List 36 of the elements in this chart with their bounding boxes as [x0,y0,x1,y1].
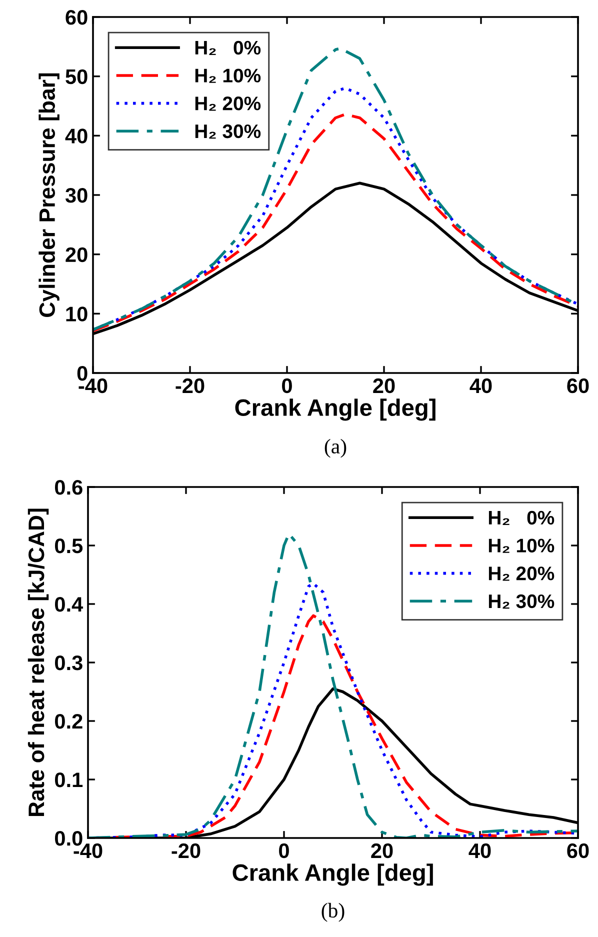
x-axis-title: Crank Angle [deg] [232,864,433,886]
x-tick-label: 60 [567,843,589,858]
y-tick-label: 0.3 [55,656,82,670]
y-tick-label: 50 [66,69,88,84]
y-tick-label: 20 [66,247,88,262]
x-tick-label: -20 [176,378,204,394]
x-tick-label: -20 [172,843,200,858]
y-tick-label: 60 [66,10,88,25]
legend-label: H₂ 0% [488,510,554,526]
y-tick-label: 0.1 [55,772,83,788]
y-tick-label: 0.2 [55,714,82,729]
x-tick-label: 20 [373,378,395,394]
text: (b) [322,902,344,922]
legend-label: H₂ 0% [195,40,261,56]
text: (a) [324,438,346,458]
legend-label: H₂ 30% [488,594,554,609]
y-tick-label: 10 [66,306,88,322]
y-tick-label: 0.4 [55,597,84,612]
x-tick-label: 0 [282,378,292,394]
x-tick-label: 40 [468,843,491,858]
legend-label: H₂ 10% [195,68,261,83]
y-axis-title: Cylinder Pressure [bar] [38,73,60,317]
y-tick-label: 30 [65,188,88,203]
x-axis-title: Crank Angle [deg] [235,398,436,421]
x-tick-label: 20 [371,843,393,858]
legend-label: H₂ 20% [488,566,554,581]
y-tick-label: 0.5 [55,538,83,554]
x-tick-label: 0 [279,843,289,858]
x-tick-label: 60 [567,378,589,394]
y-tick-label: 0.6 [55,480,82,495]
legend-label: H₂ 30% [195,124,261,139]
y-axis-title: Rate of heat release [kJ/CAD] [28,508,49,816]
y-tick-label: 40 [65,128,88,144]
legend-label: H₂ 20% [195,96,261,111]
legend-label: H₂ 10% [488,538,554,553]
x-tick-label: 40 [470,378,492,394]
